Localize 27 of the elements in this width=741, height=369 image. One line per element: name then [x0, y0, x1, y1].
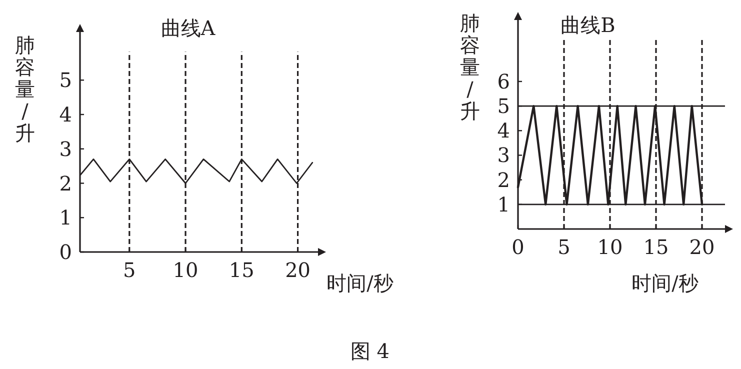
- x-tick-label: 5: [123, 258, 136, 282]
- x-tick-label: 20: [689, 235, 715, 259]
- y-axis-title: 肺容量/升: [15, 33, 35, 145]
- x-axis-title: 时间/秒: [632, 271, 698, 295]
- x-tick-label: 10: [172, 258, 198, 282]
- y-tick-label: 4: [59, 102, 72, 126]
- x-tick-label: 15: [643, 235, 669, 259]
- x-tick-label: 15: [228, 258, 254, 282]
- y-axis-title: 肺容量/升: [460, 11, 480, 123]
- y-tick-label: 6: [497, 69, 510, 94]
- y-tick-label: 5: [59, 68, 72, 92]
- y-tick-label: 2: [497, 168, 510, 192]
- x-tick-label: 5: [558, 235, 570, 259]
- y-tick-label: 1: [59, 206, 72, 230]
- y-tick-label: 3: [497, 143, 510, 168]
- y-tick-label: 5: [497, 94, 510, 118]
- x-tick-label: 20: [285, 258, 311, 282]
- x-tick-label: 0: [512, 235, 524, 259]
- y-tick-label: 4: [497, 118, 510, 143]
- chart-title: 曲线B: [560, 13, 616, 37]
- y-tick-label: 3: [59, 136, 72, 161]
- x-axis-title: 时间/秒: [326, 271, 394, 295]
- caption: 图 4: [350, 339, 390, 363]
- chart-title: 曲线A: [160, 16, 216, 40]
- x-tick-label: 10: [597, 235, 623, 259]
- y-tick-label: 1: [497, 192, 510, 216]
- y-tick-label: 2: [59, 171, 72, 196]
